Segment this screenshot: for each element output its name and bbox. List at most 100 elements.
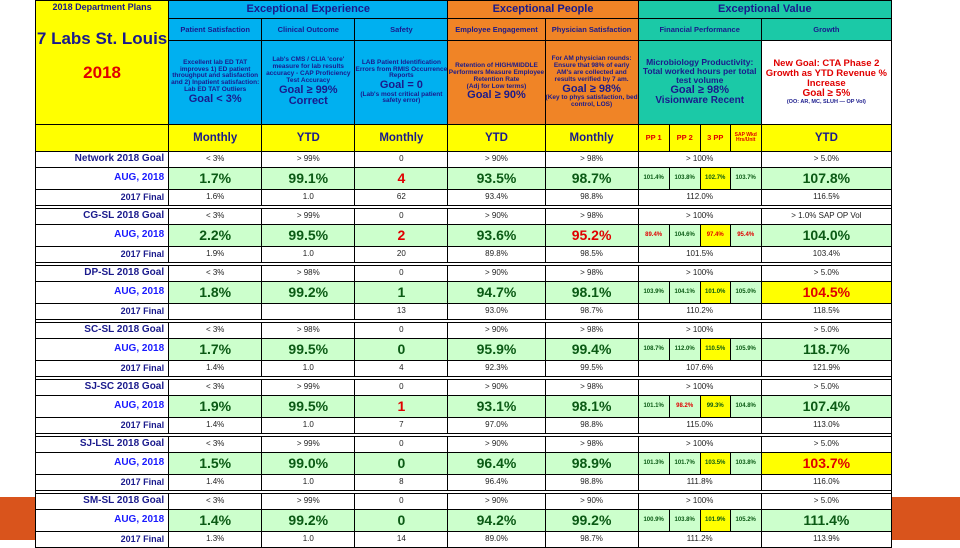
final-row-label: 2017 Final xyxy=(34,246,170,263)
month-cell: 99.5% xyxy=(261,338,356,361)
final-cell: 97.0% xyxy=(447,417,546,434)
physician-goal: Goal ≥ 98% xyxy=(562,82,621,95)
lab-name: 7 Labs St. Louis xyxy=(36,29,168,49)
goal-row-label: SM-SL 2018 Goal xyxy=(34,493,170,510)
final-cell: 7 xyxy=(354,417,449,434)
goal-cell: > 90% xyxy=(447,322,546,339)
pp-cell: 105.2% xyxy=(729,509,762,532)
goal-cell: > 98% xyxy=(544,436,639,453)
desc-financial: Microbiology Productivity: Total worked … xyxy=(637,40,762,125)
goal-row-label: SJ-LSL 2018 Goal xyxy=(34,436,170,453)
goal-cell: > 90% xyxy=(544,493,639,510)
goal-row: DP-SL 2018 Goal < 3% > 98% 0 > 90% > 98% > 100… xyxy=(34,265,893,282)
final-cell: 1.0 xyxy=(261,246,356,263)
pp-cell: 103.5% xyxy=(699,452,731,475)
month-cell: 4 xyxy=(354,167,449,190)
final-cell: 1.0 xyxy=(261,474,356,491)
month-cell: 0 xyxy=(354,509,449,532)
goal-cell: < 3% xyxy=(168,208,263,225)
pp-cell: 101.3% xyxy=(637,452,670,475)
final-cell: 89.8% xyxy=(447,246,546,263)
scorecard-table: 2018 Department Plans 7 Labs St. Louis 2… xyxy=(34,0,893,548)
goal-cell: > 99% xyxy=(261,379,356,396)
pp-cell: 103.8% xyxy=(668,509,701,532)
final-cell: 115.0% xyxy=(637,417,762,434)
month-cell: 98.9% xyxy=(544,452,639,475)
pp-cell: 104.8% xyxy=(729,395,762,418)
final-cell: 98.8% xyxy=(544,189,639,206)
final-row-label: 2017 Final xyxy=(34,417,170,434)
final-cell: 103.4% xyxy=(760,246,893,263)
goal-cell: > 90% xyxy=(447,208,546,225)
goal-row: Network 2018 Goal < 3% > 99% 0 > 90% > 98% > 1… xyxy=(34,151,893,168)
col-ytd-3: YTD xyxy=(760,124,893,152)
pp-cell: 101.4% xyxy=(637,167,670,190)
final-cell: 1.4% xyxy=(168,360,263,377)
pp-cell: 98.2% xyxy=(668,395,701,418)
month-cell: 0 xyxy=(354,338,449,361)
goal-cell: 0 xyxy=(354,322,449,339)
final-cell: 1.9% xyxy=(168,246,263,263)
month-cell: 1.5% xyxy=(168,452,263,475)
month-row: AUG, 2018 1.7% 99.1% 4 93.5% 98.7% 101.4% 103.8… xyxy=(34,167,893,190)
goal-cell: > 98% xyxy=(544,151,639,168)
col-monthly-2: Monthly xyxy=(354,124,449,152)
month-cell: 99.1% xyxy=(261,167,356,190)
goal-cell: < 3% xyxy=(168,436,263,453)
final-cell: 99.5% xyxy=(544,360,639,377)
col-pp3: 3 PP xyxy=(699,124,731,152)
month-row-label: AUG, 2018 xyxy=(34,338,170,361)
subhead-patient-satisfaction: Patient Satisfaction xyxy=(168,18,263,41)
pp-cell: 102.7% xyxy=(699,167,731,190)
desc-patient-satisfaction: Excellent lab ED TAT improves 1) ED pati… xyxy=(168,40,263,125)
section-people: Exceptional People xyxy=(447,0,639,19)
pp-cell: 105.0% xyxy=(729,281,762,304)
col-monthly-3: Monthly xyxy=(544,124,639,152)
pp-cell: 101.0% xyxy=(699,281,731,304)
goal-cell: > 90% xyxy=(447,436,546,453)
goal-cell: > 98% xyxy=(544,265,639,282)
safety-goal: Goal = 0 xyxy=(379,79,423,92)
pp-cell: 104.6% xyxy=(668,224,701,247)
goal-cell: < 3% xyxy=(168,322,263,339)
month-cell: 99.4% xyxy=(544,338,639,361)
goal-cell: > 100% xyxy=(637,151,762,168)
month-row: AUG, 2018 1.7% 99.5% 0 95.9% 99.4% 108.7% 112.0… xyxy=(34,338,893,361)
growth-cell: 118.7% xyxy=(760,338,893,361)
final-cell: 111.8% xyxy=(637,474,762,491)
month-cell: 94.7% xyxy=(447,281,546,304)
pp-cell: 100.9% xyxy=(637,509,670,532)
subhead-physician-satisfaction: Physician Satisfaction xyxy=(544,18,639,41)
final-cell: 13 xyxy=(354,303,449,320)
goal-cell: > 100% xyxy=(637,265,762,282)
pp-cell: 105.9% xyxy=(729,338,762,361)
pp-cell: 101.9% xyxy=(699,509,731,532)
month-cell: 1.7% xyxy=(168,338,263,361)
pp-cell: 103.8% xyxy=(729,452,762,475)
final-cell: 1.0 xyxy=(261,189,356,206)
month-row-label: AUG, 2018 xyxy=(34,452,170,475)
section-value: Exceptional Value xyxy=(637,0,893,19)
final-row: 2017 Final 1.6% 1.0 62 93.4% 98.8% 112.0% 116.5… xyxy=(34,189,893,206)
growth-cell: 104.5% xyxy=(760,281,893,304)
final-cell: 98.7% xyxy=(544,303,639,320)
goal-cell: > 100% xyxy=(637,493,762,510)
goal-cell: > 98% xyxy=(544,322,639,339)
month-cell: 93.6% xyxy=(447,224,546,247)
month-cell: 2.2% xyxy=(168,224,263,247)
pp-cell: 99.3% xyxy=(699,395,731,418)
growth-goal: Goal ≥ 5% xyxy=(802,88,851,100)
final-cell: 113.0% xyxy=(760,417,893,434)
month-cell: 99.2% xyxy=(261,509,356,532)
pp-cell: 103.7% xyxy=(729,167,762,190)
col-ytd-2: YTD xyxy=(447,124,546,152)
col-monthly-1: Monthly xyxy=(168,124,263,152)
col-ytd-1: YTD xyxy=(261,124,356,152)
month-cell: 99.5% xyxy=(261,224,356,247)
final-cell: 1.6% xyxy=(168,189,263,206)
pp-cell: 110.5% xyxy=(699,338,731,361)
pp-cell: 103.8% xyxy=(668,167,701,190)
col-pp1: PP 1 xyxy=(637,124,670,152)
goal-cell: > 5.0% xyxy=(760,379,893,396)
